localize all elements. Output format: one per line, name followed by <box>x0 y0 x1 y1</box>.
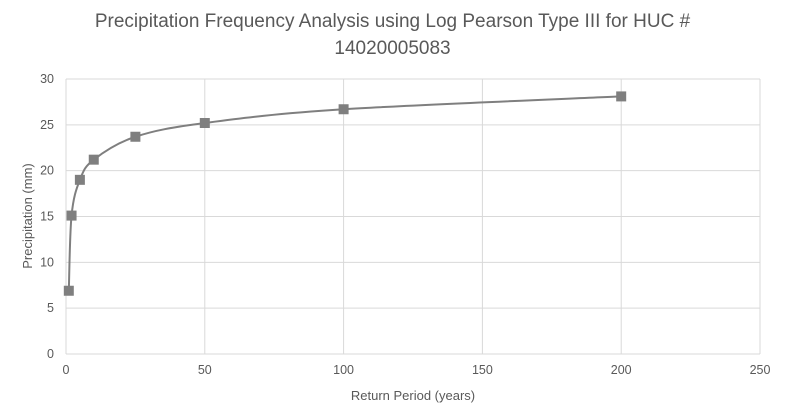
y-tick-label-4: 20 <box>40 164 54 178</box>
x-tick-label-5: 250 <box>750 363 771 377</box>
data-point-5 <box>199 118 210 128</box>
data-point-0 <box>63 285 74 296</box>
gridlines <box>65 78 761 355</box>
x-tick-label-4: 200 <box>611 363 632 377</box>
series-line <box>67 95 622 291</box>
data-point-6 <box>338 104 349 115</box>
data-point-2 <box>74 174 85 185</box>
y-tick-label-5: 25 <box>40 118 54 132</box>
x-axis-label: Return Period (years) <box>351 388 475 403</box>
data-point-4 <box>130 131 141 142</box>
x-tick-label-3: 150 <box>472 363 493 377</box>
y-axis-ticks: 0 5 10 15 20 25 30 <box>40 72 54 361</box>
y-tick-label-1: 5 <box>47 301 54 315</box>
data-point-1 <box>66 210 77 221</box>
y-tick-label-6: 30 <box>40 72 54 86</box>
x-tick-label-0: 0 <box>63 363 70 377</box>
y-tick-label-3: 15 <box>40 210 54 224</box>
chart-title-line-1: Precipitation Frequency Analysis using L… <box>94 11 691 32</box>
chart-title-line-2: 14020005083 <box>334 38 451 59</box>
x-tick-label-1: 50 <box>198 363 212 377</box>
y-tick-label-2: 10 <box>40 255 54 269</box>
data-point-7 <box>616 91 627 102</box>
x-tick-label-2: 100 <box>333 363 354 377</box>
data-point-3 <box>88 154 99 165</box>
chart-title: Precipitation Frequency Analysis using L… <box>0 8 785 62</box>
series-markers <box>63 91 627 296</box>
x-axis-ticks: 0 50 100 150 200 250 <box>63 363 771 377</box>
y-tick-label-0: 0 <box>47 347 54 361</box>
y-axis-label: Precipitation (mm) <box>20 163 35 268</box>
